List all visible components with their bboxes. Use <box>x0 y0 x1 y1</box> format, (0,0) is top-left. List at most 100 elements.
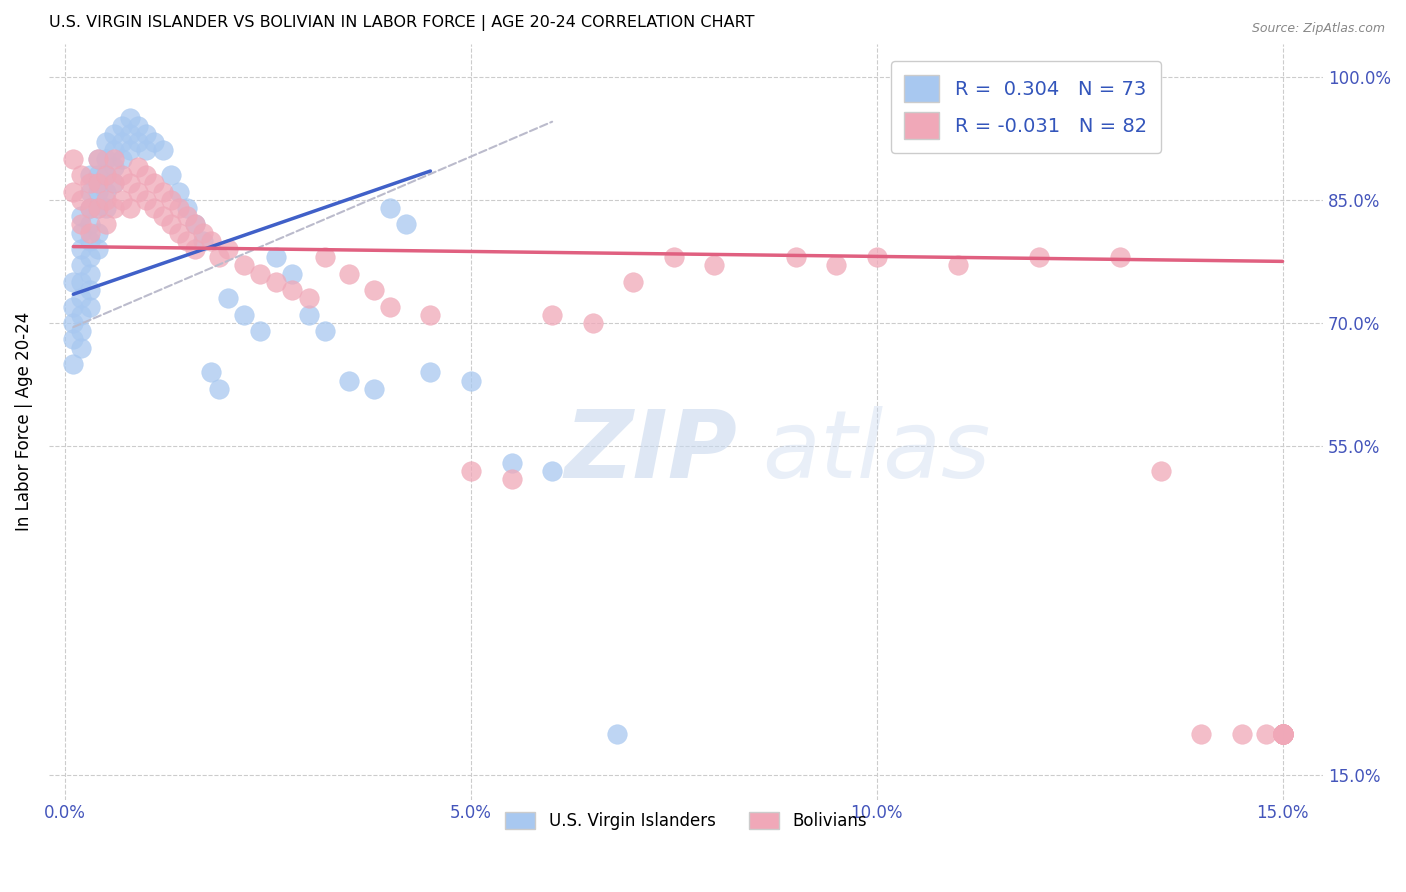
Point <box>70 324 93 338</box>
Point <box>217 242 239 256</box>
Point <box>167 185 190 199</box>
Point <box>946 259 969 273</box>
Point <box>79 201 101 215</box>
Point <box>419 308 441 322</box>
Point <box>127 135 149 149</box>
Point <box>159 168 181 182</box>
Point <box>86 168 108 182</box>
Point <box>86 226 108 240</box>
Point <box>103 152 125 166</box>
Point <box>62 152 84 166</box>
Point <box>120 111 142 125</box>
Point <box>94 168 117 182</box>
Y-axis label: In Labor Force | Age 20-24: In Labor Force | Age 20-24 <box>15 312 32 532</box>
Point <box>1230 727 1253 741</box>
Point <box>86 152 108 166</box>
Point <box>1271 727 1294 741</box>
Point <box>419 365 441 379</box>
Point <box>298 308 321 322</box>
Legend: U.S. Virgin Islanders, Bolivians: U.S. Virgin Islanders, Bolivians <box>499 805 873 837</box>
Point <box>70 242 93 256</box>
Point <box>264 250 287 264</box>
Point <box>217 291 239 305</box>
Point <box>135 127 157 141</box>
Point <box>1271 727 1294 741</box>
Point <box>167 201 190 215</box>
Point <box>159 218 181 232</box>
Point <box>1256 727 1278 741</box>
Point <box>79 300 101 314</box>
Point <box>460 374 482 388</box>
Point <box>1271 727 1294 741</box>
Point <box>79 250 101 264</box>
Point <box>62 357 84 371</box>
Point <box>86 185 108 199</box>
Point <box>135 168 157 182</box>
Point <box>62 185 84 199</box>
Point <box>127 119 149 133</box>
Point <box>79 218 101 232</box>
Point <box>193 234 215 248</box>
Point <box>79 234 101 248</box>
Point <box>79 226 101 240</box>
Point <box>1028 250 1050 264</box>
Point <box>606 727 628 741</box>
Point <box>866 250 889 264</box>
Point <box>314 324 336 338</box>
Point <box>120 201 142 215</box>
Point <box>79 267 101 281</box>
Point <box>167 226 190 240</box>
Text: atlas: atlas <box>762 407 991 498</box>
Point <box>70 291 93 305</box>
Point <box>94 218 117 232</box>
Point <box>127 185 149 199</box>
Point <box>70 308 93 322</box>
Point <box>152 144 174 158</box>
Point <box>103 160 125 174</box>
Point <box>79 168 101 182</box>
Point <box>103 177 125 191</box>
Point <box>94 168 117 182</box>
Point <box>785 250 807 264</box>
Point <box>120 127 142 141</box>
Point <box>1271 727 1294 741</box>
Point <box>79 177 101 191</box>
Point <box>281 267 304 281</box>
Point <box>184 218 207 232</box>
Point <box>378 201 401 215</box>
Point <box>62 316 84 330</box>
Point <box>94 185 117 199</box>
Point <box>79 201 101 215</box>
Point <box>363 382 385 396</box>
Point <box>111 135 134 149</box>
Text: ZIP: ZIP <box>564 406 737 498</box>
Point <box>70 226 93 240</box>
Point <box>70 218 93 232</box>
Point <box>94 152 117 166</box>
Point <box>200 365 222 379</box>
Point <box>298 291 321 305</box>
Point <box>264 275 287 289</box>
Text: Source: ZipAtlas.com: Source: ZipAtlas.com <box>1251 22 1385 36</box>
Text: U.S. VIRGIN ISLANDER VS BOLIVIAN IN LABOR FORCE | AGE 20-24 CORRELATION CHART: U.S. VIRGIN ISLANDER VS BOLIVIAN IN LABO… <box>49 15 755 31</box>
Point <box>249 324 271 338</box>
Point <box>62 333 84 347</box>
Point <box>79 283 101 297</box>
Point <box>176 201 198 215</box>
Point <box>208 382 231 396</box>
Point <box>152 185 174 199</box>
Point <box>249 267 271 281</box>
Point <box>501 456 523 470</box>
Point <box>94 201 117 215</box>
Point <box>460 464 482 478</box>
Point <box>111 193 134 207</box>
Point <box>103 144 125 158</box>
Point <box>1271 727 1294 741</box>
Point <box>1150 464 1173 478</box>
Point <box>135 193 157 207</box>
Point <box>86 201 108 215</box>
Point <box>1069 94 1091 108</box>
Point <box>1271 727 1294 741</box>
Point <box>200 234 222 248</box>
Point <box>152 209 174 223</box>
